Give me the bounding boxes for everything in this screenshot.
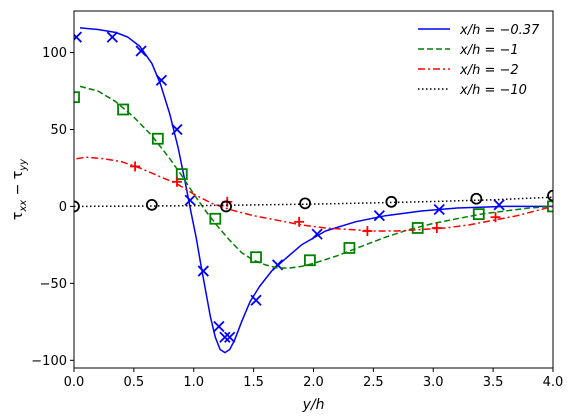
series-line-0 xyxy=(79,27,553,354)
marker-x xyxy=(74,31,83,43)
y-tick-label: 0 xyxy=(59,200,67,215)
marker-x xyxy=(155,74,168,86)
marker-x xyxy=(224,331,236,343)
marker-x xyxy=(493,199,505,211)
marker-x xyxy=(135,45,147,57)
marker-square xyxy=(209,212,222,225)
marker-x xyxy=(311,228,323,240)
marker-square xyxy=(117,103,129,116)
marker-square xyxy=(175,168,188,181)
y-axis-label: τxx − τyy xyxy=(10,158,29,220)
legend-item-0: x/h = −0.37 xyxy=(418,23,540,38)
marker-plus xyxy=(362,226,373,237)
legend-label-1: x/h = −1 xyxy=(459,43,519,58)
marker-square xyxy=(74,91,80,104)
x-tick-label: 0.0 xyxy=(64,375,85,390)
marker-plus xyxy=(431,222,442,233)
marker-circle xyxy=(74,200,80,213)
marker-x xyxy=(213,320,225,333)
x-tick-label: 1.0 xyxy=(183,375,204,390)
marker-x xyxy=(171,123,183,136)
marker-x xyxy=(373,210,385,222)
marker-circle xyxy=(220,200,232,213)
series-layer xyxy=(74,27,553,354)
marker-square xyxy=(547,200,553,213)
marker-square xyxy=(472,208,485,221)
marker-x xyxy=(184,194,196,206)
x-tick-label: 0.5 xyxy=(124,375,145,390)
tick-layer: 0.0 0.5 1.0 1.5 2.0 2.5 3.0 3.5 4.0 −100 −50 0 50 100 xyxy=(31,46,563,390)
legend-item-3: x/h = −10 xyxy=(418,83,527,98)
marker-circle xyxy=(385,195,398,208)
marker-plus xyxy=(490,212,501,223)
x-tick-label: 2.0 xyxy=(303,375,324,390)
marker-square xyxy=(151,132,164,145)
marker-x xyxy=(433,203,445,216)
legend-label-3: x/h = −10 xyxy=(459,83,527,98)
series-0 xyxy=(74,27,553,354)
series-1 xyxy=(74,85,553,269)
y-axis-label-group: τxx − τyy xyxy=(10,158,29,220)
marker-square xyxy=(250,251,262,264)
marker-plus xyxy=(294,216,305,227)
legend-label-2: x/h = −2 xyxy=(459,63,519,78)
marker-circle xyxy=(547,189,553,202)
marker-plus xyxy=(130,161,141,172)
marker-circle xyxy=(145,198,158,211)
x-tick-label: 3.0 xyxy=(423,375,444,390)
legend-label-0: x/h = −0.37 xyxy=(459,23,540,38)
legend-item-1: x/h = −1 xyxy=(418,43,519,58)
series-3 xyxy=(74,189,553,213)
y-tick-label: −50 xyxy=(40,277,67,292)
x-axis-label: y/h xyxy=(302,397,325,413)
marker-square xyxy=(304,254,316,267)
marker-x xyxy=(106,31,118,43)
marker-x xyxy=(197,265,209,277)
series-line-1 xyxy=(79,85,553,269)
series-2 xyxy=(76,156,553,237)
marker-plus xyxy=(171,176,182,187)
marker-x xyxy=(219,331,231,343)
y-tick-label: −100 xyxy=(31,354,67,369)
y-tick-label: 50 xyxy=(50,123,67,138)
x-tick-label: 4.0 xyxy=(543,375,564,390)
marker-circle xyxy=(299,197,312,210)
legend: x/h = −0.37 x/h = −1 x/h = −2 x/h = −10 xyxy=(418,23,540,98)
marker-square xyxy=(343,242,356,254)
marker-square xyxy=(411,222,424,234)
marker-x xyxy=(250,294,262,306)
x-tick-label: 2.5 xyxy=(363,375,384,390)
x-tick-label: 1.5 xyxy=(243,375,264,390)
marker-circle xyxy=(470,192,483,205)
legend-item-2: x/h = −2 xyxy=(418,63,519,78)
y-tick-label: 100 xyxy=(42,46,67,61)
x-tick-label: 3.5 xyxy=(483,375,504,390)
